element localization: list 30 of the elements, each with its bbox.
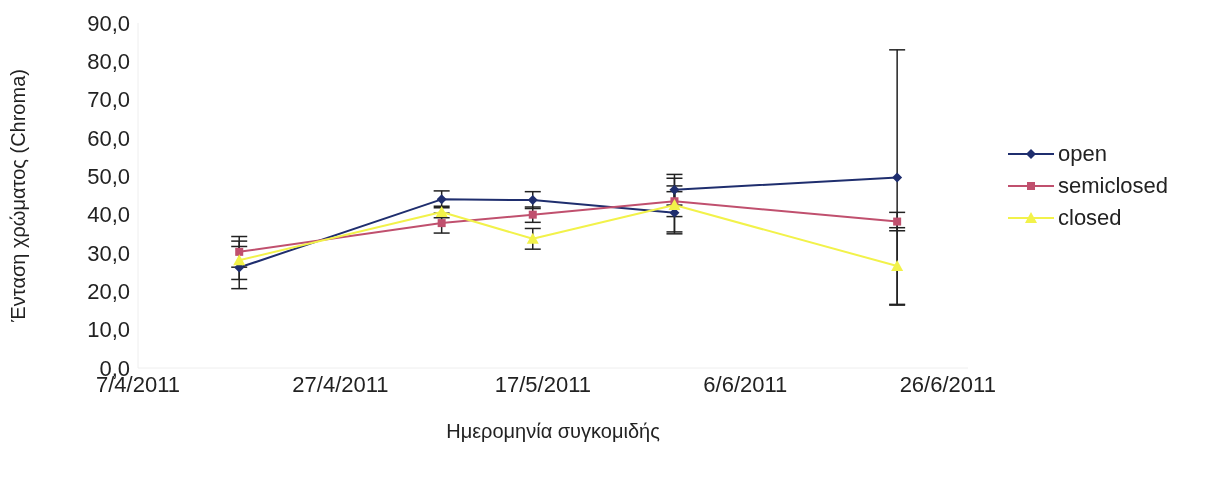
legend-label: open: [1058, 141, 1107, 167]
point: [528, 210, 537, 219]
x-tick-label: 26/6/2011: [899, 371, 996, 397]
y-tick-label: 20,0: [87, 279, 130, 305]
y-tick-label: 30,0: [87, 240, 130, 266]
point: [891, 260, 904, 272]
x-tick-label: 17/5/2011: [494, 371, 591, 397]
y-tick-label: 40,0: [87, 202, 130, 228]
y-tick-label: 70,0: [87, 87, 130, 113]
point: [437, 219, 446, 228]
y-tick-label: 80,0: [87, 49, 130, 75]
point: [526, 232, 539, 244]
point: [527, 195, 538, 206]
point: [892, 172, 903, 183]
point: [669, 184, 680, 195]
legend-label: closed: [1058, 205, 1122, 231]
y-axis-title: Ένταση χρώματος (Chroma): [7, 69, 30, 323]
y-tick-label: 10,0: [87, 317, 130, 343]
point: [668, 199, 681, 211]
point: [893, 217, 902, 226]
y-tick-label: 60,0: [87, 125, 130, 151]
x-axis-title: Ημερομηνία συγκομιδής: [446, 420, 661, 442]
legend-label: semiclosed: [1058, 173, 1169, 199]
point: [233, 254, 246, 266]
y-tick-label: 90,0: [87, 10, 130, 36]
x-tick-label: 27/4/2011: [292, 371, 389, 397]
x-tick-label: 6/6/2011: [703, 371, 788, 397]
point: [436, 194, 447, 205]
y-tick-label: 50,0: [87, 164, 130, 190]
point: [235, 247, 244, 256]
